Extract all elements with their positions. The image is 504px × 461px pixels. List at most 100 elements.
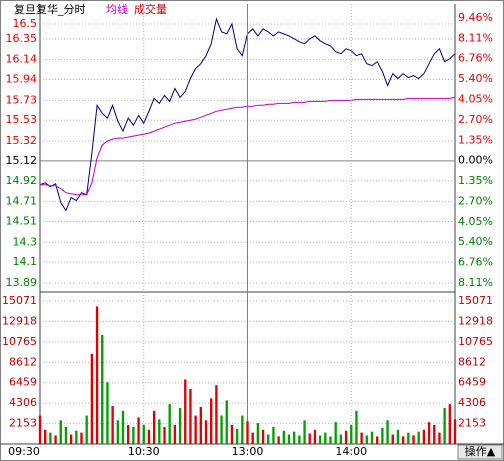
y-tick-label-right: 4306	[458, 396, 486, 409]
y2-tick-label: 6.76%	[458, 52, 493, 65]
volume-bar	[344, 430, 348, 444]
volume-bar	[386, 420, 389, 444]
volume-bar	[318, 435, 322, 444]
volume-bar	[225, 400, 228, 444]
volume-bar	[235, 428, 239, 444]
volume-bar	[365, 435, 368, 444]
y-tick-label: 15.12	[6, 154, 38, 167]
x-tick-label: 14:00	[335, 445, 367, 458]
volume-bar	[334, 422, 337, 444]
volume-bar	[313, 429, 317, 444]
y-tick-label-right: 6459	[458, 376, 486, 389]
volume-bar	[59, 420, 62, 444]
y-tick-label-right: 12918	[458, 314, 493, 327]
volume-bar	[427, 422, 431, 444]
volume-bar	[324, 432, 327, 444]
volume-bar	[137, 417, 140, 444]
y-tick-label: 6459	[9, 376, 37, 389]
y2-tick-label: 9.46%	[458, 11, 493, 24]
volume-bar	[111, 406, 114, 444]
y2-tick-label: 1.35%	[458, 133, 493, 146]
y2-tick-label: 5.40%	[458, 72, 493, 85]
volume-bar	[168, 404, 171, 444]
volume-bar	[173, 425, 177, 444]
y-tick-label-right: 2153	[458, 417, 486, 430]
y-tick-label: 15.53	[6, 113, 38, 126]
volume-bar	[256, 423, 260, 444]
volume-bar	[267, 434, 270, 444]
volume-bar	[204, 420, 208, 444]
x-tick-label: 10:30	[128, 445, 160, 458]
y2-tick-label: 6.76%	[458, 256, 493, 269]
volume-bar	[391, 434, 394, 444]
y-tick-label: 14.3	[13, 235, 38, 248]
legend-entry: 成交量	[134, 2, 167, 16]
volume-bar	[121, 410, 125, 444]
y-tick-label: 14.92	[6, 174, 38, 187]
volume-bar	[142, 425, 145, 444]
y-tick-label-right: 10765	[458, 335, 493, 348]
volume-bar	[194, 415, 197, 444]
volume-bar	[220, 415, 223, 444]
volume-bar	[246, 421, 249, 444]
y-tick-label: 2153	[9, 417, 37, 430]
y2-tick-label: 1.35%	[458, 174, 493, 187]
volume-bar	[163, 426, 166, 444]
volume-bar	[417, 431, 420, 444]
volume-bar	[298, 435, 301, 444]
y-tick-label: 16.14	[6, 53, 38, 66]
volume-bar	[184, 379, 187, 444]
volume-bar	[199, 406, 202, 444]
volume-bar	[95, 306, 99, 444]
y-tick-label: 14.51	[6, 214, 38, 227]
volume-bar	[80, 432, 83, 444]
volume-bar	[152, 410, 156, 444]
volume-bar	[64, 426, 68, 444]
y2-tick-label: 0.00%	[458, 154, 493, 167]
volume-bar	[38, 415, 42, 444]
volume-bar	[116, 420, 119, 444]
volume-bar	[293, 431, 296, 444]
y-tick-label: 15071	[2, 294, 37, 307]
volume-bar	[106, 382, 109, 444]
volume-bar	[158, 419, 161, 444]
y-tick-label: 12918	[2, 314, 37, 327]
y-tick-label: 8612	[9, 355, 37, 368]
volume-bar	[54, 435, 57, 444]
volume-bar	[308, 433, 311, 444]
volume-bar	[350, 425, 353, 444]
y-tick-label: 15.32	[6, 134, 38, 147]
x-tick-label: 13:00	[232, 445, 264, 458]
volume-bar	[272, 426, 275, 444]
y-tick-label: 15.73	[6, 93, 38, 106]
y2-tick-label: 4.05%	[458, 93, 493, 106]
y-tick-label: 15.94	[6, 73, 38, 86]
y-tick-label-right: 8612	[458, 355, 486, 368]
volume-bar	[230, 425, 234, 444]
volume-bar	[381, 427, 384, 444]
volume-bar	[282, 430, 285, 444]
volume-bar	[448, 404, 451, 444]
y-tick-label: 14.71	[6, 195, 38, 208]
volume-bar	[376, 436, 379, 444]
volume-bar	[69, 434, 73, 444]
action-button-label[interactable]: 操作▲	[465, 444, 496, 458]
legend-entry: 均线	[106, 2, 128, 16]
y-tick-label: 10765	[2, 335, 37, 348]
volume-bar	[396, 429, 400, 444]
y2-tick-label: 8.11%	[458, 31, 493, 44]
volume-bar	[355, 410, 358, 444]
y-tick-label: 13.89	[6, 276, 38, 289]
volume-bar	[147, 429, 151, 444]
volume-bar	[453, 419, 457, 444]
action-button[interactable]	[457, 444, 503, 460]
volume-bar	[401, 436, 405, 444]
volume-bar	[44, 429, 47, 444]
y-tick-label: 14.1	[13, 255, 38, 268]
y2-tick-label: 2.70%	[458, 113, 493, 126]
y-tick-label: 4306	[9, 396, 37, 409]
volume-bar	[287, 434, 291, 444]
volume-bar	[127, 425, 130, 444]
